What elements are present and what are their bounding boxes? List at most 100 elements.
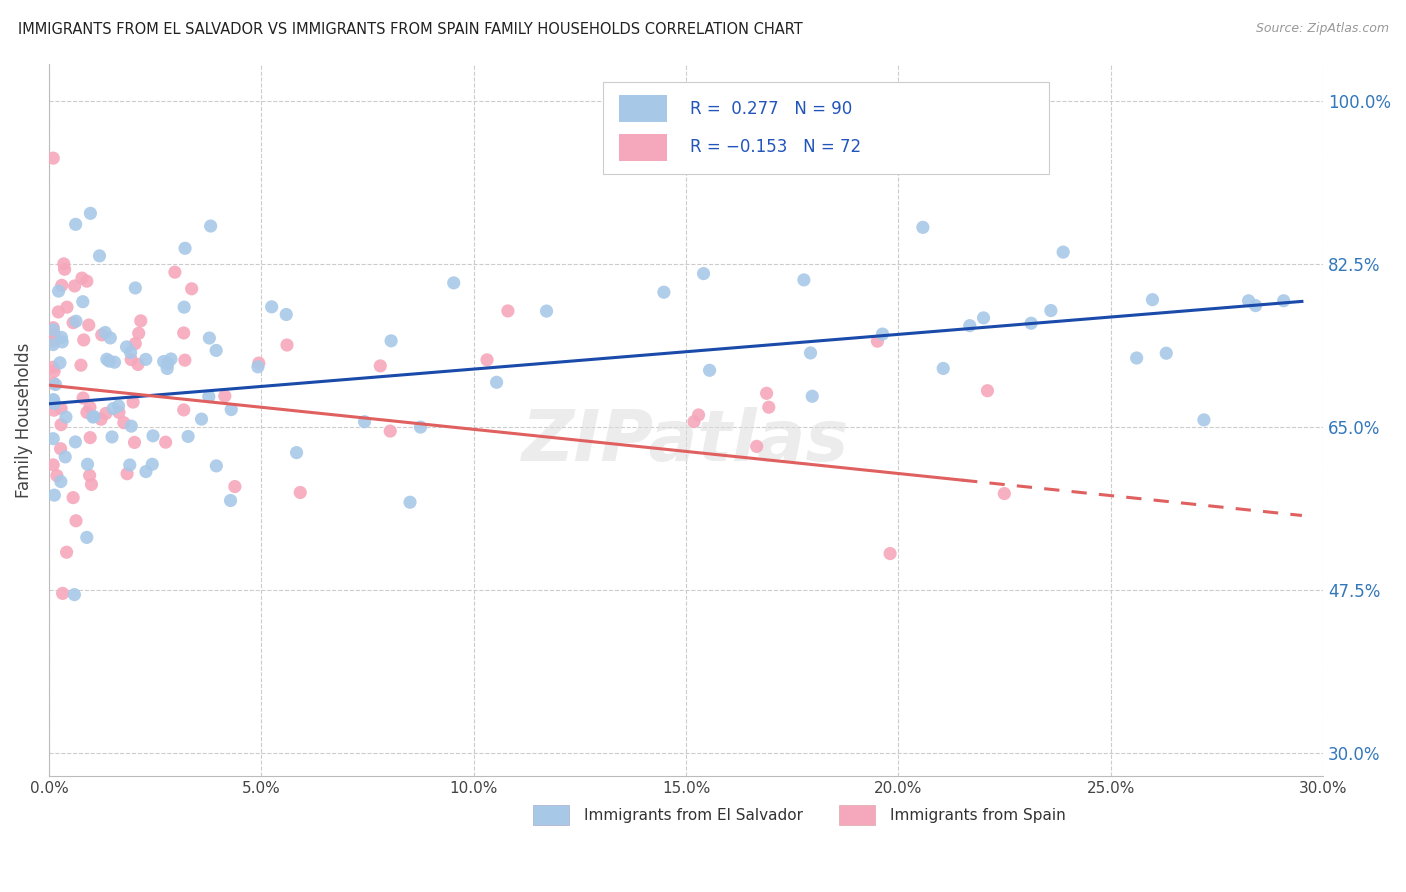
- Point: [173, 326, 195, 340]
- Point: [699, 363, 721, 377]
- Point: [205, 343, 228, 358]
- Point: [98, 331, 121, 345]
- Point: [115, 467, 138, 481]
- Point: [76, 274, 98, 288]
- Point: [49, 417, 72, 432]
- Point: [443, 276, 465, 290]
- Point: [285, 445, 308, 459]
- Point: [152, 354, 174, 368]
- Point: [1052, 245, 1074, 260]
- Point: [63, 279, 86, 293]
- Point: [160, 351, 183, 366]
- Point: [42, 392, 65, 407]
- Point: [49, 442, 72, 456]
- Point: [42, 458, 65, 472]
- Bar: [619, 95, 666, 122]
- Point: [49, 401, 72, 416]
- Point: [801, 389, 824, 403]
- Point: [82, 409, 104, 424]
- Point: [290, 485, 312, 500]
- Point: [103, 355, 125, 369]
- Point: [190, 412, 212, 426]
- Point: [135, 352, 157, 367]
- Point: [173, 353, 195, 368]
- Point: [205, 458, 228, 473]
- Point: [112, 416, 135, 430]
- Point: [52, 586, 75, 600]
- Point: [55, 545, 77, 559]
- Point: [368, 359, 391, 373]
- Point: [246, 359, 269, 374]
- Point: [959, 318, 981, 333]
- Point: [120, 345, 142, 359]
- Point: [73, 333, 96, 347]
- Point: [79, 431, 101, 445]
- Point: [65, 217, 87, 231]
- Point: [1019, 316, 1042, 330]
- Point: [89, 249, 111, 263]
- Point: [173, 403, 195, 417]
- Point: [45, 377, 67, 392]
- Point: [42, 337, 65, 351]
- Point: [135, 465, 157, 479]
- Point: [879, 547, 901, 561]
- Point: [976, 384, 998, 398]
- Point: [127, 358, 149, 372]
- Point: [42, 403, 65, 417]
- Point: [76, 457, 98, 471]
- Point: [44, 488, 66, 502]
- Point: [51, 278, 73, 293]
- Point: [122, 395, 145, 409]
- Point: [799, 346, 821, 360]
- Point: [118, 458, 141, 472]
- Point: [409, 420, 432, 434]
- Point: [1039, 303, 1062, 318]
- Point: [44, 396, 66, 410]
- Point: [1142, 293, 1164, 307]
- Point: [872, 327, 894, 342]
- Point: [79, 206, 101, 220]
- Point: [755, 386, 778, 401]
- Point: [652, 285, 675, 300]
- Point: [692, 267, 714, 281]
- Point: [42, 334, 65, 349]
- Point: [932, 361, 955, 376]
- Point: [247, 356, 270, 370]
- Point: [758, 400, 780, 414]
- Point: [53, 262, 76, 277]
- Point: [49, 475, 72, 489]
- Point: [79, 401, 101, 415]
- Point: [45, 468, 67, 483]
- Text: Immigrants from Spain: Immigrants from Spain: [890, 808, 1066, 822]
- Point: [198, 331, 221, 345]
- Point: [688, 408, 710, 422]
- Y-axis label: Family Households: Family Households: [15, 343, 32, 498]
- FancyBboxPatch shape: [603, 82, 1049, 175]
- Point: [120, 419, 142, 434]
- Point: [63, 588, 86, 602]
- Point: [65, 514, 87, 528]
- Point: [72, 391, 94, 405]
- Text: Source: ZipAtlas.com: Source: ZipAtlas.com: [1256, 22, 1389, 36]
- Point: [77, 318, 100, 332]
- Point: [993, 486, 1015, 500]
- Point: [536, 304, 558, 318]
- Point: [174, 241, 197, 255]
- Point: [62, 316, 84, 330]
- Point: [276, 338, 298, 352]
- Point: [124, 435, 146, 450]
- Bar: [533, 805, 569, 825]
- Point: [155, 435, 177, 450]
- Point: [200, 219, 222, 233]
- Point: [90, 412, 112, 426]
- Point: [1244, 299, 1267, 313]
- Point: [141, 457, 163, 471]
- Text: Immigrants from El Salvador: Immigrants from El Salvador: [583, 808, 803, 822]
- Point: [177, 429, 200, 443]
- Point: [72, 294, 94, 309]
- Point: [793, 273, 815, 287]
- Point: [94, 406, 117, 420]
- Point: [156, 361, 179, 376]
- Point: [745, 439, 768, 453]
- Point: [55, 410, 77, 425]
